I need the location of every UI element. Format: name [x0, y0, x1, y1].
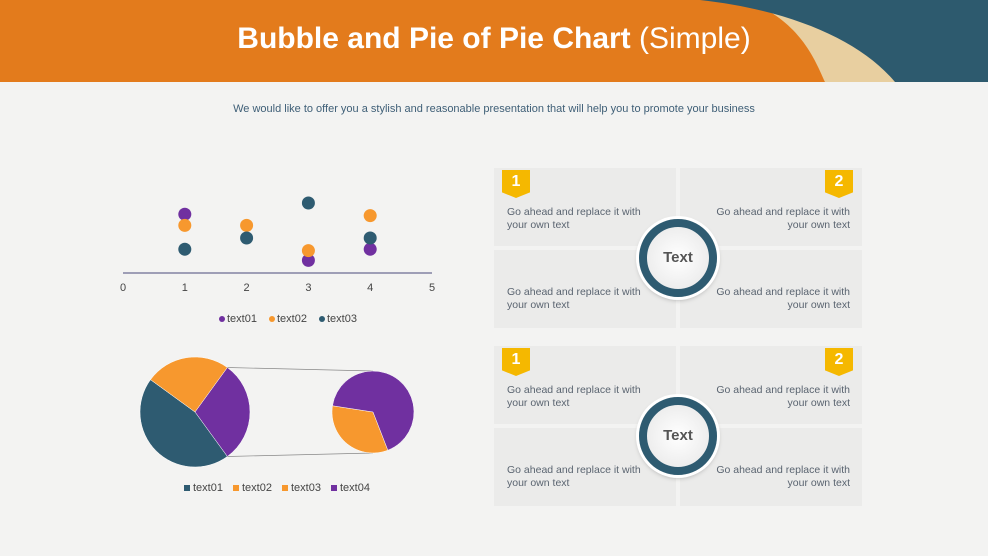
legend-label: text01 [193, 482, 223, 494]
cell-text: Go ahead and replace it with your own te… [507, 464, 641, 489]
x-tick-label: 2 [244, 282, 250, 294]
center-circle: Text [639, 397, 717, 475]
x-tick-label: 3 [305, 282, 311, 294]
pie-slice [139, 379, 228, 468]
point [240, 231, 254, 245]
pie-slice [150, 356, 228, 413]
legend-marker [219, 316, 225, 322]
legend-marker [233, 485, 239, 491]
legend-label: text03 [327, 313, 357, 325]
x-tick-label: 5 [429, 282, 435, 294]
cell-text: Go ahead and replace it with your own te… [507, 206, 641, 231]
title: Bubble and Pie of Pie Chart (Simple) [0, 22, 988, 56]
cell-text: Go ahead and replace it with your own te… [716, 206, 850, 231]
point [363, 242, 377, 256]
point [178, 218, 192, 232]
legend-label: text02 [242, 482, 272, 494]
legend-marker [184, 485, 190, 491]
legend-label: text02 [277, 313, 307, 325]
legend-label: text04 [340, 482, 370, 494]
badge: 1 [502, 348, 530, 376]
badge: 2 [825, 170, 853, 198]
header-curve [700, 0, 988, 82]
center-circle: Text [639, 219, 717, 297]
point [301, 244, 315, 258]
subtitle: We would like to offer you a stylish and… [233, 103, 755, 115]
x-tick-label: 4 [367, 282, 373, 294]
point [301, 196, 315, 210]
point [178, 242, 192, 256]
x-tick-label: 1 [182, 282, 188, 294]
pie-slice [331, 405, 389, 454]
cell-text: Go ahead and replace it with your own te… [507, 384, 641, 409]
badge: 2 [825, 348, 853, 376]
point [363, 231, 377, 245]
legend-label: text03 [291, 482, 321, 494]
connector [227, 367, 374, 372]
x-tick-label: 0 [120, 282, 126, 294]
cell-text: Go ahead and replace it with your own te… [716, 384, 850, 409]
point [178, 207, 192, 221]
point [240, 218, 254, 232]
cell-text: Go ahead and replace it with your own te… [716, 286, 850, 311]
point [301, 253, 315, 267]
pie-slice [194, 367, 251, 457]
point [363, 209, 377, 223]
title-main: Bubble and Pie of Pie Chart [237, 22, 631, 55]
title-suffix: (Simple) [639, 22, 751, 55]
pie-slice [332, 370, 415, 451]
legend-label: text01 [227, 313, 257, 325]
cell-text: Go ahead and replace it with your own te… [716, 464, 850, 489]
connector [227, 452, 374, 457]
legend-marker [331, 485, 337, 491]
legend-marker [269, 316, 275, 322]
legend-marker [319, 316, 325, 322]
legend-marker [282, 485, 288, 491]
cell-text: Go ahead and replace it with your own te… [507, 286, 641, 311]
badge: 1 [502, 170, 530, 198]
